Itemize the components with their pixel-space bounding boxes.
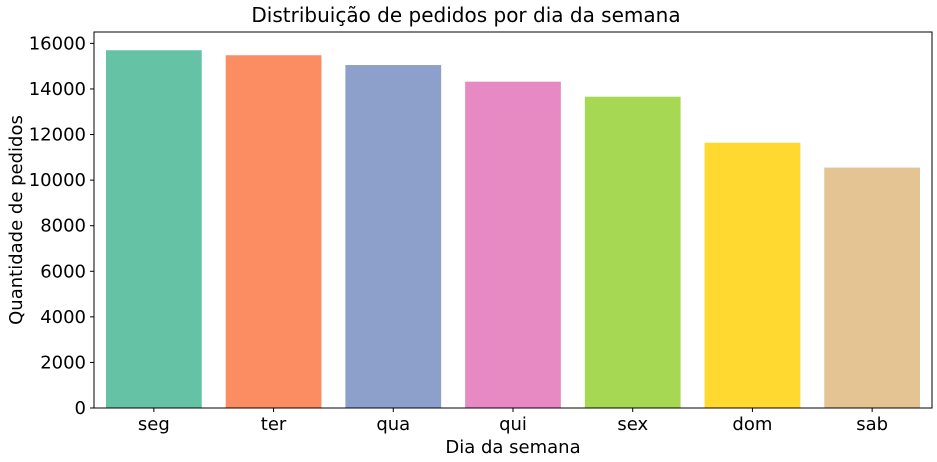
y-tick-label: 16000 <box>29 33 86 54</box>
x-tick-label: seg <box>138 414 170 435</box>
x-tick-label: sex <box>617 414 648 435</box>
bar-dom <box>704 142 801 408</box>
chart-title: Distribuição de pedidos por dia da seman… <box>251 3 680 27</box>
bar-qui <box>465 81 561 408</box>
y-tick-label: 6000 <box>40 261 86 282</box>
y-axis-label: Quantidade de pedidos <box>6 115 27 325</box>
y-tick-label: 12000 <box>29 125 86 146</box>
y-tick-label: 8000 <box>40 216 86 237</box>
x-axis: seg ter qua qui sex dom sab <box>138 408 888 435</box>
x-tick-label: sab <box>856 414 888 435</box>
y-axis: 0 2000 4000 6000 8000 10000 12000 14000 16000 <box>29 33 94 419</box>
bar-qua <box>345 65 442 409</box>
bar-sab <box>824 167 921 408</box>
bars-group <box>105 50 921 409</box>
bar-sex <box>584 96 681 408</box>
x-tick-label: ter <box>261 414 287 435</box>
x-axis-label: Dia da semana <box>445 437 580 458</box>
bar-seg <box>105 50 202 408</box>
y-tick-label: 0 <box>75 398 86 419</box>
y-tick-label: 4000 <box>40 307 86 328</box>
x-tick-label: qui <box>499 414 527 435</box>
y-tick-label: 2000 <box>40 352 86 373</box>
y-tick-label: 10000 <box>29 170 86 191</box>
bar-ter <box>225 55 322 408</box>
y-tick-label: 14000 <box>29 79 86 100</box>
x-tick-label: dom <box>732 414 772 435</box>
x-tick-label: qua <box>376 414 410 435</box>
